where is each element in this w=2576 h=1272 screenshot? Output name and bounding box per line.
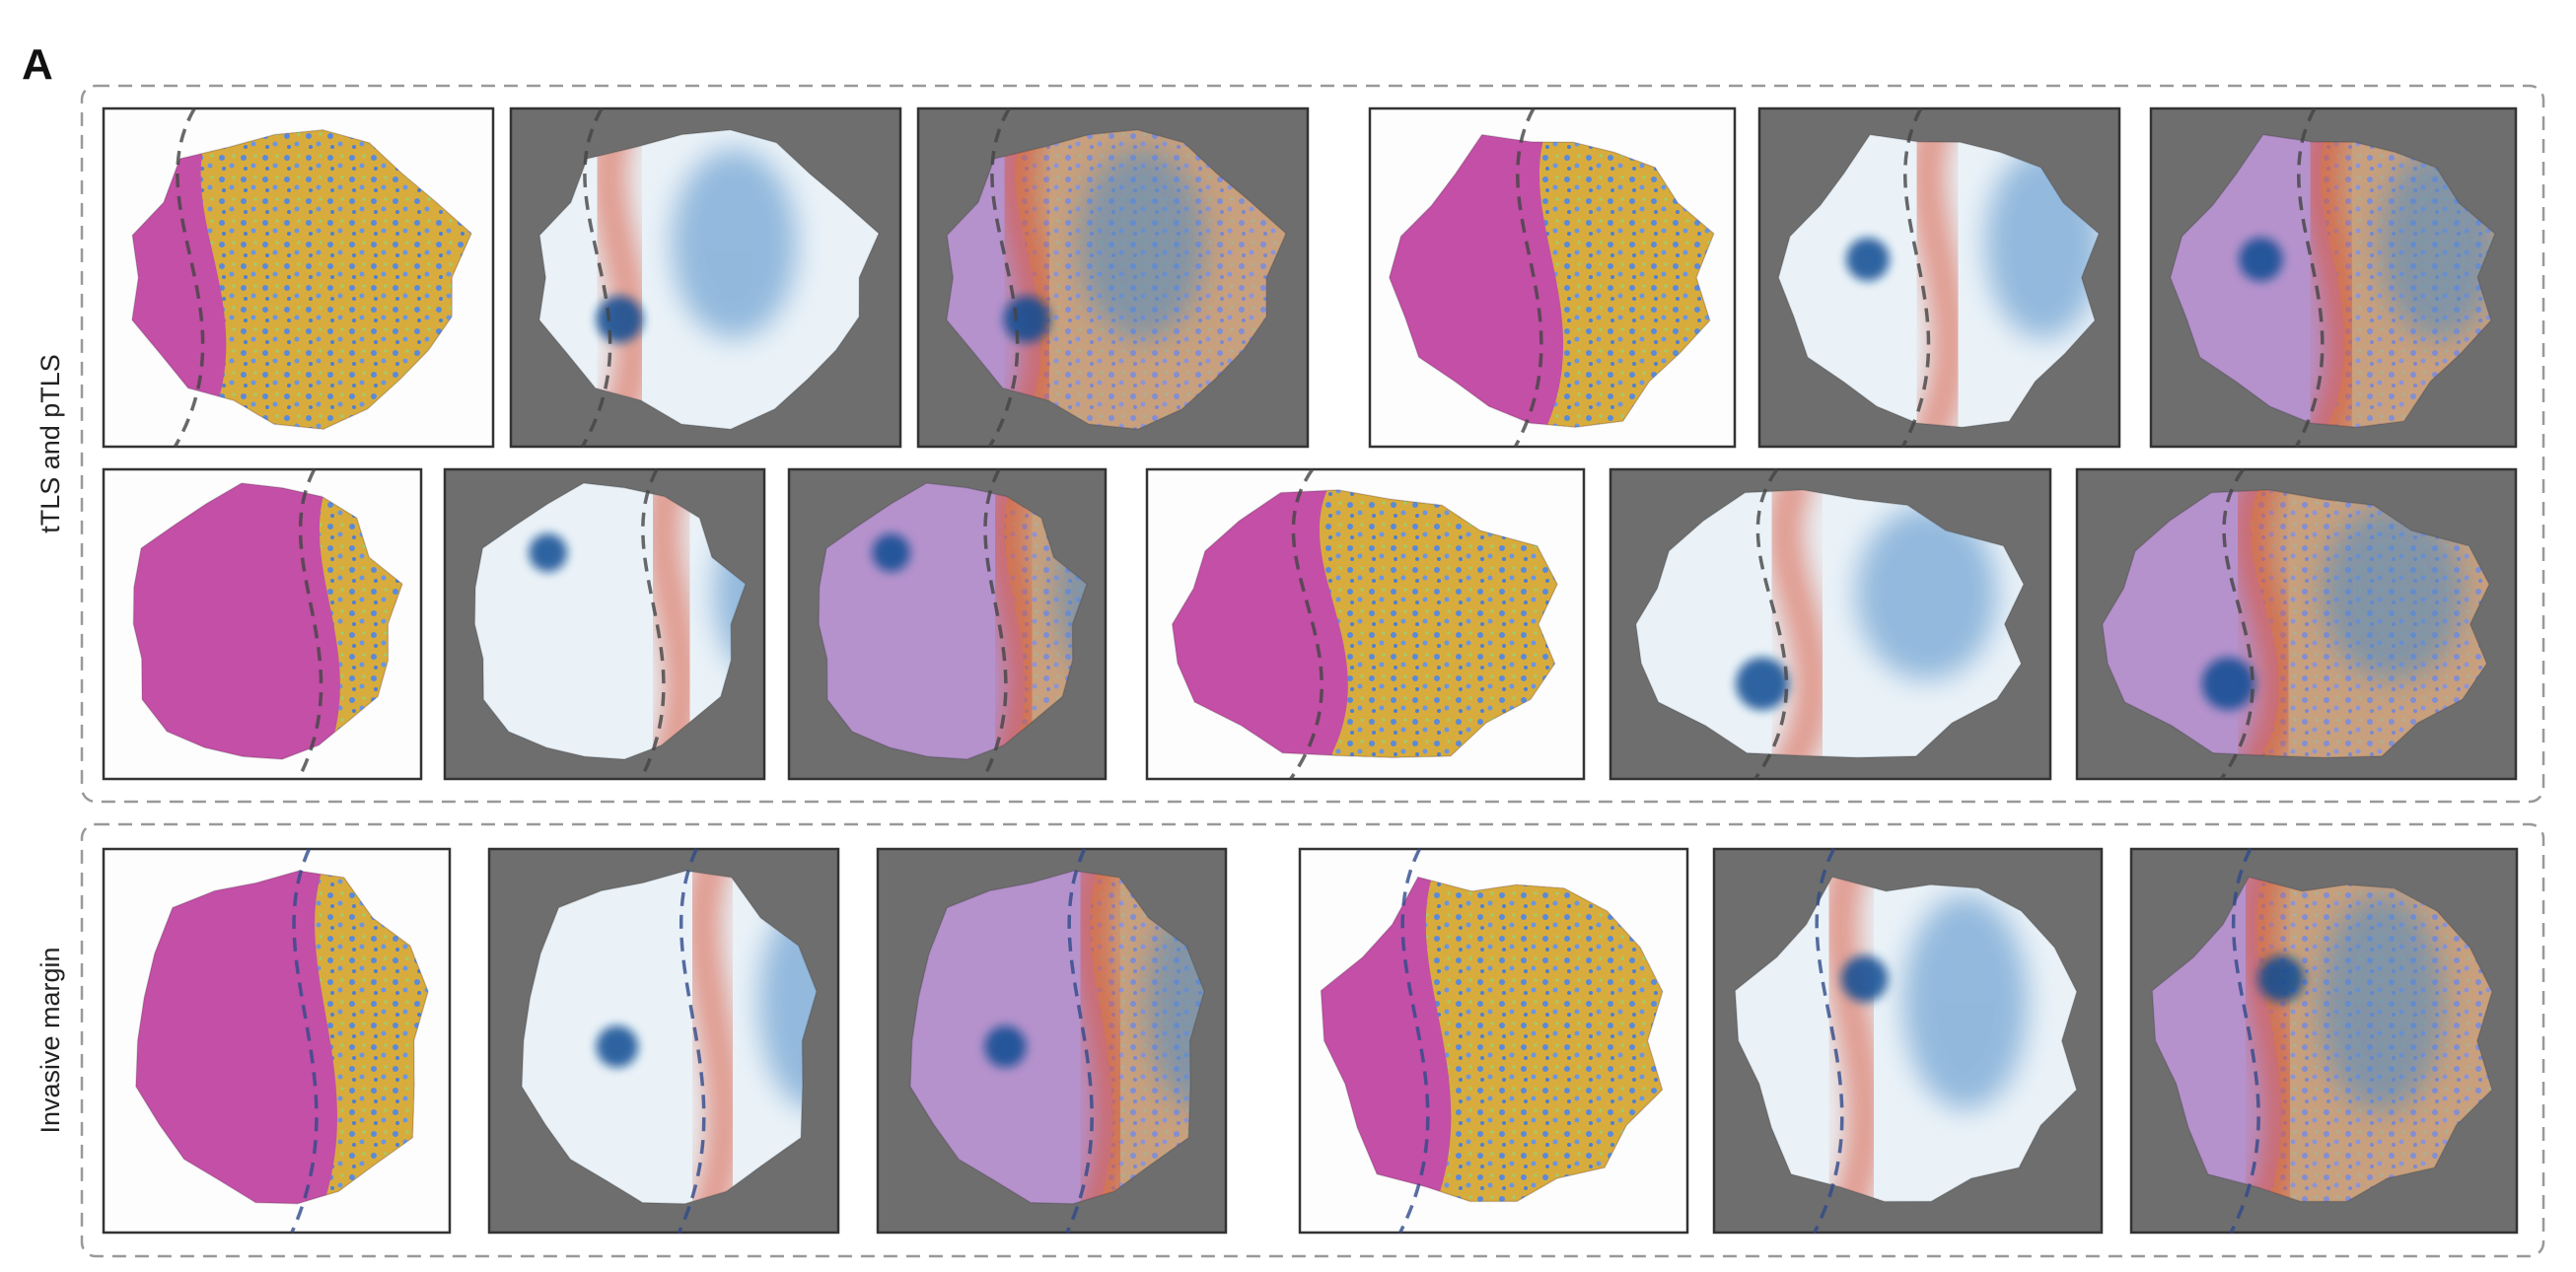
region-outline: [173, 107, 205, 448]
region-outline: [987, 107, 1020, 448]
tissue: [522, 871, 817, 1204]
tissue: [133, 483, 403, 759]
heat-spot: [529, 533, 568, 572]
heat-spot: [1841, 955, 1889, 1003]
heat-spot: [2201, 657, 2255, 711]
heat-spot: [872, 533, 910, 572]
heat-red: [644, 483, 700, 759]
tissue-edge: [818, 482, 1088, 760]
panel-label: A: [22, 40, 53, 89]
tumor-region: [1317, 489, 1558, 758]
heat-red: [1909, 134, 1968, 428]
group-label: tTLS and pTLS: [36, 354, 65, 533]
tissue-edge: [1635, 489, 2025, 758]
region-outline: [1900, 107, 1931, 448]
tissue-edge: [131, 128, 472, 430]
heat-red: [2239, 877, 2299, 1202]
tissue: [1635, 489, 2024, 758]
tissue-edge: [473, 482, 747, 760]
region-outline: [2229, 848, 2260, 1234]
group-label: Invasive margin: [36, 947, 65, 1133]
tissue-edge: [521, 870, 818, 1205]
tissue-edge: [2102, 489, 2490, 758]
tissue-edge: [1171, 489, 1558, 758]
tissue-edge: [2151, 876, 2493, 1203]
tissue-edge: [132, 482, 403, 760]
heat-red: [1823, 877, 1883, 1202]
heat-spot: [1003, 296, 1051, 343]
heat-red: [2233, 489, 2296, 758]
region-outline: [1065, 848, 1094, 1234]
tissue: [1172, 489, 1558, 758]
region-outline: [1289, 467, 1324, 781]
heat-spot: [596, 296, 644, 343]
tissue-edge: [1320, 876, 1664, 1203]
heat-spot: [596, 1025, 639, 1068]
heat-red: [2303, 134, 2361, 428]
tissue-edge: [2169, 133, 2496, 428]
tissue-edge: [135, 870, 429, 1205]
tissue-edge: [538, 128, 880, 430]
region-outline: [2294, 107, 2325, 448]
heat-blue: [1856, 506, 1997, 680]
region-outline: [290, 848, 319, 1234]
region-outline: [677, 848, 706, 1234]
tissue-base: [474, 483, 746, 759]
region-outline: [639, 468, 666, 780]
group-box: [80, 84, 2545, 804]
heat-red: [1072, 871, 1130, 1204]
heat-spot: [1736, 657, 1789, 711]
panels: [102, 106, 2519, 1235]
region-outline: [1813, 848, 1844, 1234]
region-outline: [1753, 467, 1789, 781]
tissue-edge: [1777, 133, 2100, 428]
heat-blue: [672, 149, 797, 339]
heat-red: [1767, 489, 1830, 758]
region-outline: [1398, 848, 1430, 1234]
region-outline: [1513, 107, 1543, 448]
region-outline: [580, 107, 612, 448]
heat-blue: [2322, 506, 2464, 680]
group-box: [80, 822, 2545, 1258]
heat-spot: [1846, 238, 1890, 281]
heat-blue: [2320, 894, 2444, 1110]
heat-spot: [984, 1025, 1027, 1068]
tissue-edge: [946, 128, 1287, 430]
heat-spot: [2257, 955, 2305, 1003]
tissue-edge: [1734, 876, 2078, 1203]
heat-spot: [2239, 237, 2283, 282]
region-outline: [297, 468, 323, 780]
heat-blue: [1079, 149, 1204, 339]
heat-blue: [1903, 894, 2028, 1110]
heat-red: [684, 871, 742, 1204]
tissue: [1321, 877, 1663, 1202]
tissue-edge: [1388, 133, 1715, 428]
region-outline: [981, 468, 1008, 780]
tissue: [2102, 489, 2489, 758]
region-outline: [2219, 467, 2254, 781]
tissue-edge: [909, 870, 1205, 1205]
heat-red: [986, 483, 1042, 759]
